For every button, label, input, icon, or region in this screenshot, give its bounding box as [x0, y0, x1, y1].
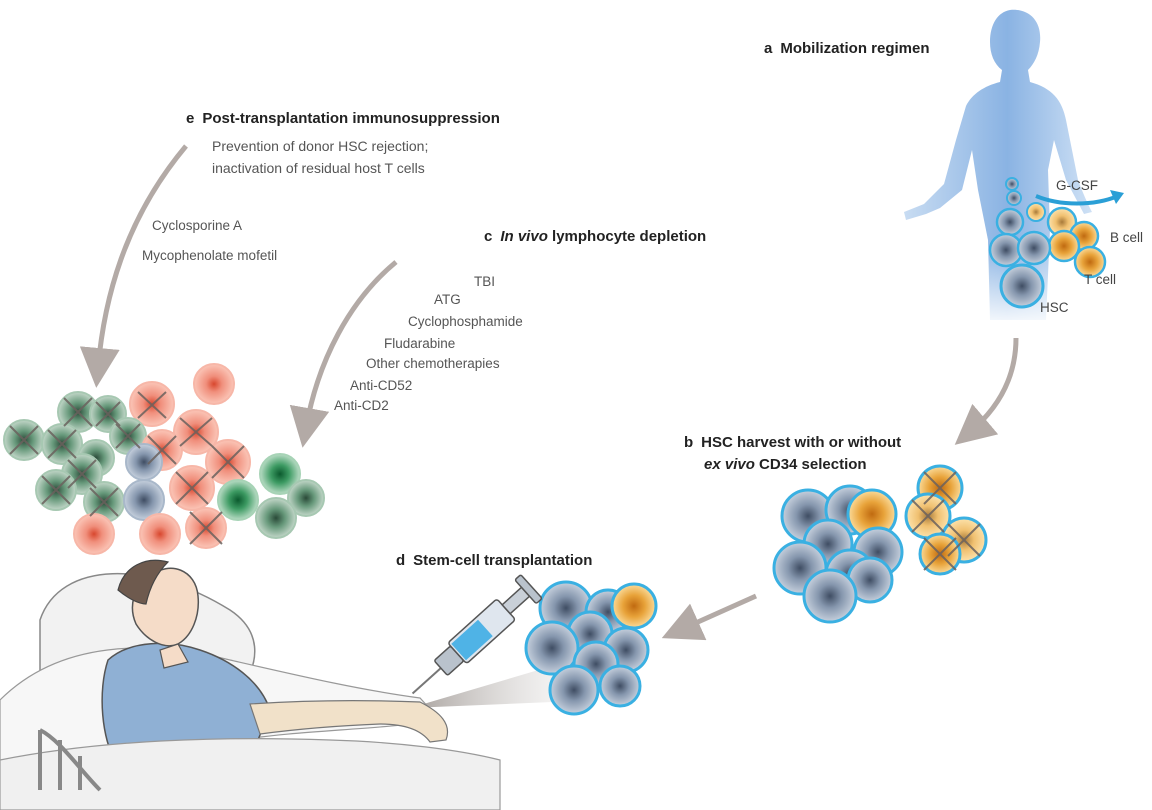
- bcell-label: B cell: [1110, 230, 1144, 245]
- arrow-b-to-d: [661, 593, 758, 641]
- step-e-desc-line1: Prevention of donor HSC rejection;: [212, 138, 429, 154]
- depletion-agent-item: Other chemotherapies: [366, 356, 500, 371]
- depletion-agent-item: Fludarabine: [384, 336, 456, 351]
- hsc-label: HSC: [1040, 300, 1069, 315]
- step-a-title: Mobilization regimen: [780, 40, 930, 57]
- arrow-c-to-host: [289, 260, 398, 448]
- step-e-title: Post-transplantation immunosuppression: [202, 110, 500, 127]
- syringe: [411, 574, 543, 695]
- step-d-label: d Stem-cell transplantation: [396, 552, 592, 569]
- depletion-agent-item: Cyclophosphamide: [408, 314, 523, 329]
- step-e-label: e Post-transplantation immunosuppression: [186, 110, 500, 127]
- arrow-e-to-host: [79, 144, 188, 388]
- depletion-agent-item: Anti-CD2: [334, 398, 389, 413]
- step-e-letter: e: [186, 110, 195, 127]
- step-c-title-italic: In vivo: [500, 228, 548, 245]
- step-d-title: Stem-cell transplantation: [413, 552, 593, 569]
- step-b-letter: b: [684, 434, 694, 451]
- gcsf-arrowhead: [1110, 190, 1124, 204]
- step-b-label: b HSC harvest with or without: [684, 434, 901, 451]
- step-a-letter: a: [764, 40, 773, 57]
- immunosuppressant-item: Cyclosporine A: [152, 218, 243, 233]
- step-b-label-line2: ex vivo CD34 selection: [704, 456, 867, 473]
- depletion-agent-item: TBI: [474, 274, 496, 289]
- step-d-letter: d: [396, 552, 406, 569]
- tcell-label: T cell: [1084, 272, 1117, 287]
- immunosuppressant-item: Mycophenolate mofetil: [142, 248, 278, 263]
- step-c-letter: c: [484, 228, 493, 245]
- patient-illustration: [0, 559, 501, 810]
- host-cell-cluster: [3, 363, 325, 555]
- step-a-label: a Mobilization regimen: [764, 40, 930, 57]
- transplant-cell-cluster: [410, 580, 658, 716]
- mobilization-cell-cluster: [988, 177, 1107, 309]
- step-c-label: c In vivo lymphocyte depletion: [484, 228, 706, 245]
- gcsf-label: G-CSF: [1056, 178, 1098, 193]
- depletion-agent-item: ATG: [434, 292, 461, 307]
- arrow-a-to-b: [954, 337, 1019, 445]
- step-b-title-rest: CD34 selection: [754, 456, 867, 473]
- step-b-title-italic: ex vivo: [704, 456, 755, 473]
- step-c-title-rest: lymphocyte depletion: [547, 228, 707, 245]
- gcsf-arrow: [1035, 194, 1119, 206]
- step-b-title-line1: HSC harvest with or without: [701, 434, 902, 451]
- human-silhouette: [904, 9, 1092, 330]
- depletion-agent-item: Anti-CD52: [350, 378, 413, 393]
- harvest-cell-cluster: [772, 464, 988, 624]
- step-e-desc-line2: inactivation of residual host T cells: [212, 160, 425, 176]
